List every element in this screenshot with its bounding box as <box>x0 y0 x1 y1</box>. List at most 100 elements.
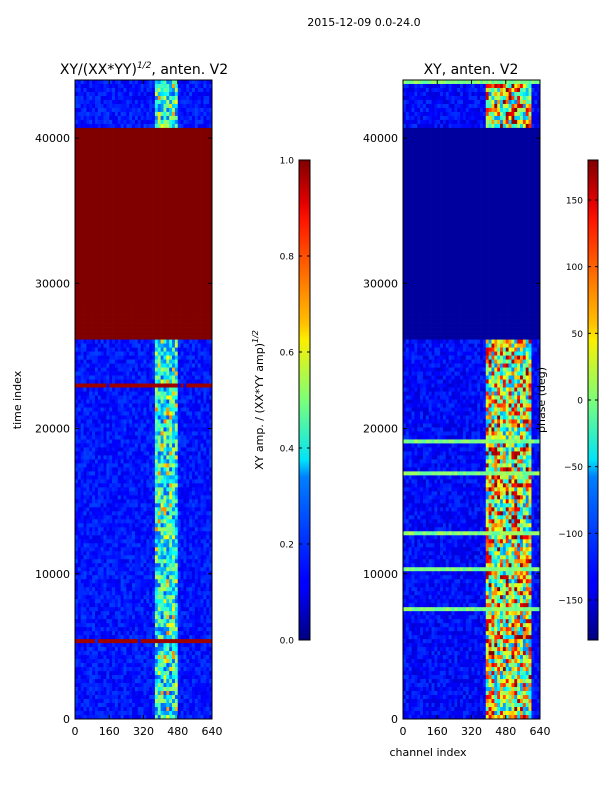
heatmap-cell <box>97 439 102 444</box>
heatmap-cell <box>140 211 144 217</box>
heatmap-cell <box>209 251 213 257</box>
heatmap-cell <box>94 439 99 444</box>
heatmap-cell <box>146 355 150 360</box>
heatmap-cell <box>126 80 130 85</box>
heatmap-cell <box>143 483 147 488</box>
heatmap-cell <box>109 111 113 117</box>
heatmap-cell <box>83 467 87 472</box>
heatmap-cell <box>80 307 84 312</box>
heatmap-cell <box>80 491 84 496</box>
heatmap-cell <box>189 331 193 336</box>
heatmap-cell <box>106 435 110 440</box>
heatmap-cell <box>186 175 190 181</box>
heatmap-cell <box>97 343 102 348</box>
heatmap-cell <box>103 91 107 97</box>
heatmap-cell <box>163 479 167 484</box>
heatmap-cell <box>140 155 144 161</box>
heatmap-cell <box>206 131 210 137</box>
heatmap-cell <box>134 243 139 249</box>
heatmap-cell <box>94 80 99 85</box>
heatmap-cell <box>146 479 150 484</box>
heatmap-cell <box>100 243 104 249</box>
heatmap-cell <box>117 403 122 408</box>
heatmap-cell <box>120 375 124 380</box>
heatmap-cell <box>177 119 181 125</box>
heatmap-cell <box>117 175 122 181</box>
heatmap-cell <box>106 487 110 492</box>
heatmap-cell <box>209 80 213 85</box>
heatmap-cell <box>77 207 82 213</box>
heatmap-cell <box>92 471 96 476</box>
heatmap-cell <box>129 163 133 169</box>
heatmap-cell <box>94 487 99 492</box>
heatmap-cell <box>192 103 196 109</box>
heatmap-cell <box>166 339 170 344</box>
heatmap-cell <box>177 295 181 300</box>
heatmap-cell <box>129 395 133 400</box>
heatmap-cell <box>143 287 147 293</box>
heatmap-cell <box>100 367 104 372</box>
heatmap-cell <box>152 251 156 257</box>
heatmap-cell <box>134 227 139 233</box>
heatmap-cell <box>86 479 90 484</box>
heatmap-cell <box>112 259 116 265</box>
heatmap-cell <box>172 315 176 320</box>
heatmap-cell <box>143 463 147 468</box>
heatmap-cell <box>177 283 181 289</box>
heatmap-cell <box>183 179 187 185</box>
heatmap-cell <box>157 299 161 304</box>
heatmap-cell <box>160 411 164 416</box>
heatmap-cell <box>92 379 96 384</box>
heatmap-cell <box>114 395 119 400</box>
heatmap-cell <box>100 479 104 484</box>
heatmap-cell <box>172 151 176 157</box>
heatmap-cell <box>143 343 147 348</box>
heatmap-cell <box>149 459 153 464</box>
heatmap-cell <box>86 271 90 277</box>
heatmap-cell <box>186 247 190 253</box>
heatmap-cell <box>143 127 147 133</box>
heatmap-cell <box>92 463 96 468</box>
heatmap-cell <box>120 259 124 265</box>
heatmap-cell <box>126 139 130 145</box>
heatmap-cell <box>163 347 167 352</box>
heatmap-cell <box>94 347 99 352</box>
heatmap-cell <box>132 223 136 229</box>
heatmap-cell <box>146 139 150 145</box>
heatmap-cell <box>129 239 133 245</box>
heatmap-cell <box>152 243 156 249</box>
heatmap-cell <box>149 383 153 388</box>
heatmap-cell <box>200 455 204 460</box>
heatmap-cell <box>129 443 133 448</box>
heatmap-cell <box>197 303 201 308</box>
heatmap-cell <box>89 279 93 285</box>
heatmap-cell <box>80 131 84 137</box>
heatmap-cell <box>146 103 150 109</box>
heatmap-cell <box>180 199 184 205</box>
heatmap-cell <box>80 175 84 181</box>
heatmap-cell <box>109 80 113 85</box>
heatmap-cell <box>80 479 84 484</box>
heatmap-cell <box>186 487 190 492</box>
heatmap-cell <box>189 239 193 245</box>
heatmap-cell <box>114 175 119 181</box>
heatmap-cell <box>186 447 190 452</box>
heatmap-cell <box>146 155 150 161</box>
heatmap-cell <box>86 259 90 265</box>
heatmap-cell <box>97 131 102 137</box>
heatmap-cell <box>92 223 96 229</box>
heatmap-cell <box>103 131 107 137</box>
heatmap-cell <box>157 279 161 285</box>
heatmap-cell <box>146 391 150 396</box>
heatmap-cell <box>209 383 213 388</box>
heatmap-cell <box>174 263 179 269</box>
heatmap-cell <box>103 467 107 472</box>
heatmap-cell <box>203 95 207 101</box>
heatmap-cell <box>97 451 102 456</box>
heatmap-cell <box>163 287 167 293</box>
heatmap-cell <box>137 247 141 253</box>
heatmap-cell <box>109 283 113 289</box>
heatmap-cell <box>143 323 147 328</box>
heatmap-cell <box>154 359 159 364</box>
heatmap-cell <box>92 131 96 137</box>
